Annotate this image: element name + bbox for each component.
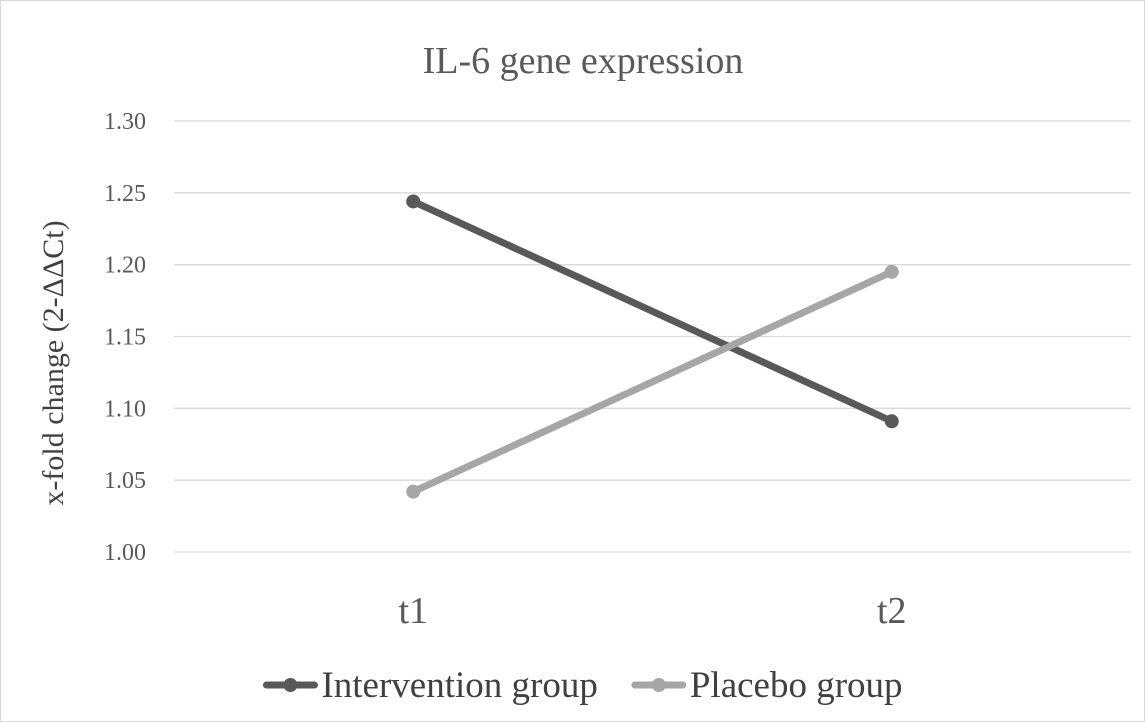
y-tick-label: 1.00 [104,540,146,566]
series-line [409,268,896,496]
legend-item: Intervention group [262,665,598,706]
data-point [406,484,421,499]
y-tick-label: 1.30 [104,109,146,135]
y-axis-label: x-fold change (2-ΔΔCt) [37,220,70,505]
data-point [884,414,899,429]
y-tick-label: 1.25 [104,181,146,207]
series-lines [406,194,899,499]
x-tick-label: t1 [398,590,428,632]
y-tick-label: 1.20 [104,253,146,279]
data-point [406,194,421,209]
y-axis-ticks: 1.00 1.05 1.10 1.15 1.20 1.25 1.30 [104,109,146,566]
legend-swatch-marker [651,678,666,692]
x-axis-ticks: t1 t2 [398,590,906,632]
legend-label: Placebo group [690,665,903,706]
data-point [884,264,899,279]
y-tick-label: 1.15 [104,325,146,351]
series-1 [406,194,899,429]
series-line [409,197,896,425]
legend-swatch-marker [283,678,298,692]
legend: Intervention group Placebo group [262,665,903,706]
legend-item: Placebo group [631,665,903,706]
legend-label: Intervention group [321,665,597,706]
chart-title: IL-6 gene expression [423,40,744,82]
x-tick-label: t2 [877,590,907,632]
gridlines [174,120,1131,553]
y-tick-label: 1.05 [104,468,146,494]
y-tick-label: 1.10 [104,396,146,422]
series-2 [406,264,899,499]
